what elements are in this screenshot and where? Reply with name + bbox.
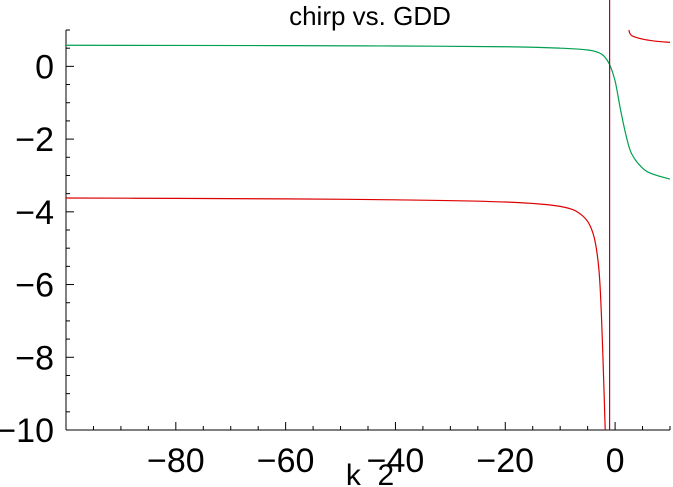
x-tick-label: −60 (257, 442, 315, 480)
x-axis-ticks: −80 −60 −40 −20 0 (65, 422, 671, 480)
x-tick-label: 0 (606, 442, 625, 480)
y-tick-label: 0 (35, 48, 54, 86)
series-group (66, 29, 670, 430)
x-tick-label: −20 (476, 442, 534, 480)
plot-frame (65, 30, 670, 431)
series-1-segment-0 (66, 44, 670, 180)
y-tick-label: −4 (15, 194, 54, 232)
x-tick-label: −40 (367, 442, 425, 480)
y-tick-label: −10 (0, 412, 54, 450)
y-axis-ticks: 0 −2 −4 −6 −8 −10 (0, 29, 74, 450)
series-0-segment-1 (628, 29, 670, 43)
y-tick-label: −2 (15, 121, 54, 159)
y-tick-label: −6 (15, 267, 54, 305)
series-0-segment-0 (66, 197, 606, 430)
x-tick-label: −80 (147, 442, 205, 480)
chart-title: chirp vs. GDD (289, 1, 451, 31)
x-axis-label: k_2 (346, 459, 394, 487)
y-tick-label: −8 (15, 339, 54, 377)
